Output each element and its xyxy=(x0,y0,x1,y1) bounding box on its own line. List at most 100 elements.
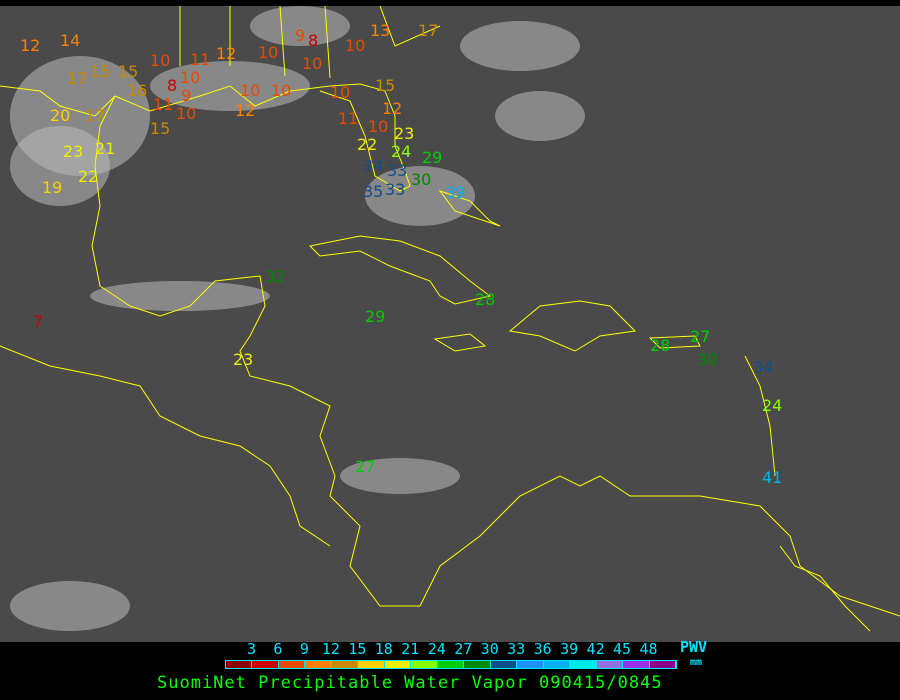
station-pwv-value: 10 xyxy=(302,54,323,73)
station-pwv-value: 15 xyxy=(150,119,171,138)
legend-tick: 6 xyxy=(273,640,283,658)
station-pwv-value: 12 xyxy=(20,36,41,55)
legend-tick: 45 xyxy=(613,640,632,658)
legend-swatch xyxy=(649,661,676,668)
station-pwv-value: 33 xyxy=(387,161,408,180)
legend-swatch xyxy=(358,661,385,668)
station-pwv-value: 39 xyxy=(445,183,466,202)
station-pwv-value: 35 xyxy=(363,182,384,201)
legend-tick: 48 xyxy=(639,640,658,658)
cloud xyxy=(340,458,460,494)
legend-swatch xyxy=(596,661,624,668)
coastline xyxy=(648,335,701,349)
station-pwv-value: 10 xyxy=(368,117,389,136)
legend-swatch xyxy=(411,661,438,668)
station-pwv-value: 24 xyxy=(762,396,783,415)
station-pwv-value: 23 xyxy=(63,142,84,161)
station-pwv-value: 33 xyxy=(385,180,406,199)
station-pwv-value: 12 xyxy=(235,101,256,120)
station-pwv-value: 29 xyxy=(365,307,386,326)
station-pwv-value: 10 xyxy=(271,81,292,100)
station-pwv-value: 22 xyxy=(357,135,378,154)
legend-tick: 33 xyxy=(507,640,526,658)
station-pwv-value: 23 xyxy=(394,124,415,143)
legend-tick: 39 xyxy=(560,640,579,658)
cloud xyxy=(250,6,350,46)
legend-tick: 42 xyxy=(586,640,605,658)
cloud xyxy=(365,166,475,226)
station-pwv-value: 27 xyxy=(355,457,376,476)
legend-swatch xyxy=(384,661,412,668)
legend-tick: 3 xyxy=(246,640,256,658)
station-pwv-value: 17 xyxy=(85,106,106,125)
station-pwv-value: 19 xyxy=(42,178,63,197)
station-pwv-value: 8 xyxy=(167,76,178,95)
cloud xyxy=(10,581,130,631)
station-pwv-value: 21 xyxy=(95,139,116,158)
legend-unit-label: PWV xyxy=(680,638,708,656)
station-pwv-value: 10 xyxy=(150,51,171,70)
legend-swatch xyxy=(331,661,359,668)
coastline xyxy=(419,475,900,617)
cloud xyxy=(90,281,270,311)
station-pwv-value: 11 xyxy=(190,50,211,69)
coastline xyxy=(744,355,871,632)
legend-swatch xyxy=(543,661,571,668)
station-pwv-value: 12 xyxy=(216,44,237,63)
legend-swatch xyxy=(517,661,544,668)
station-pwv-value: 34 xyxy=(363,156,384,175)
station-pwv-value: 23 xyxy=(233,350,254,369)
station-pwv-value: 20 xyxy=(50,106,71,125)
station-pwv-value: 28 xyxy=(475,290,496,309)
cloud xyxy=(495,91,585,141)
station-pwv-value: 7 xyxy=(33,312,44,331)
station-pwv-value: 17 xyxy=(67,69,88,88)
station-pwv-value: 9 xyxy=(295,26,306,45)
coastline xyxy=(433,333,487,352)
legend-color-bar xyxy=(225,660,677,669)
station-pwv-value: 14 xyxy=(60,31,81,50)
station-pwv-value: 16 xyxy=(127,81,148,100)
legend-swatch xyxy=(623,661,650,668)
station-pwv-value: 10 xyxy=(180,68,201,87)
legend-swatch xyxy=(305,661,332,668)
station-pwv-value: 11 xyxy=(338,109,359,128)
station-pwv-value: 22 xyxy=(78,167,99,186)
station-pwv-value: 10 xyxy=(258,43,279,62)
station-pwv-value: 15 xyxy=(90,62,111,81)
legend-swatch xyxy=(278,661,306,668)
legend-tick: 24 xyxy=(427,640,446,658)
station-pwv-value: 15 xyxy=(375,76,396,95)
legend-tick: 30 xyxy=(480,640,499,658)
station-pwv-value: 30 xyxy=(697,350,718,369)
legend-swatch xyxy=(570,661,597,668)
coastline xyxy=(91,95,420,607)
cloud xyxy=(10,126,110,206)
legend-tick: 12 xyxy=(321,640,340,658)
cloud xyxy=(460,21,580,71)
station-pwv-value: 24 xyxy=(391,142,412,161)
station-pwv-value: 17 xyxy=(418,21,439,40)
station-pwv-value: 27 xyxy=(690,327,711,346)
station-pwv-value: 10 xyxy=(240,81,261,100)
legend-swatch xyxy=(226,661,253,668)
station-pwv-value: 13 xyxy=(370,21,391,40)
legend-swatch xyxy=(464,661,491,668)
station-pwv-value: 30 xyxy=(411,170,432,189)
station-pwv-value: 12 xyxy=(382,99,403,118)
station-pwv-value: 9 xyxy=(181,86,192,105)
legend-tick: 36 xyxy=(533,640,552,658)
station-pwv-value: 8 xyxy=(308,31,319,50)
station-pwv-value: 34 xyxy=(753,358,774,377)
coastline xyxy=(308,235,492,305)
map-title: SuomiNet Precipitable Water Vapor 090415… xyxy=(157,673,663,693)
color-legend: 3 6 9 12 15 18 21 24 27 30 33 36 39 42 45 48 PWV mm Suo… xyxy=(0,638,900,700)
station-pwv-value: 11 xyxy=(153,95,174,114)
station-pwv-value: 10 xyxy=(345,36,366,55)
station-pwv-value: 29 xyxy=(422,148,443,167)
coastline xyxy=(438,190,501,227)
legend-swatch xyxy=(252,661,279,668)
legend-swatch xyxy=(437,661,465,668)
station-pwv-value: 15 xyxy=(118,62,139,81)
